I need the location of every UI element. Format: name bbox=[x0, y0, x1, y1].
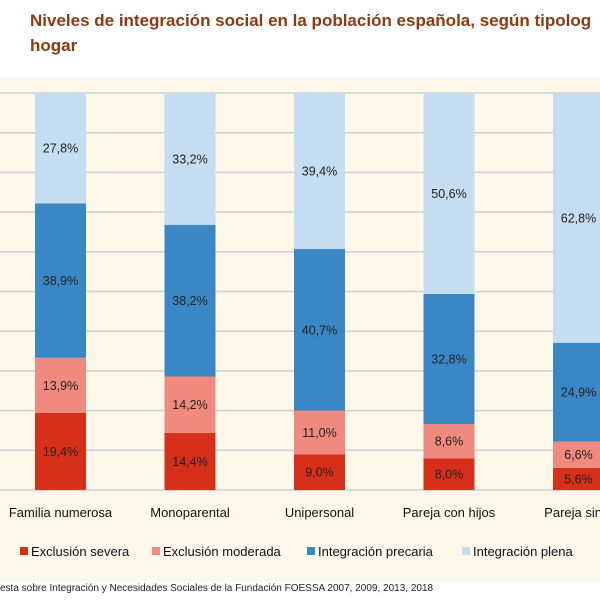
data-label: 9,0% bbox=[305, 466, 334, 480]
bar-segment bbox=[553, 342, 600, 442]
legend: Exclusión severa Exclusión moderada Integr… bbox=[20, 544, 574, 559]
data-label: 40,7% bbox=[302, 323, 337, 337]
bar-segment bbox=[553, 441, 600, 468]
category-label: Monoparental bbox=[150, 505, 230, 520]
bar-segment bbox=[423, 424, 475, 459]
data-label: 6,6% bbox=[564, 448, 593, 462]
data-label: 27,8% bbox=[43, 142, 78, 156]
bar-segment bbox=[164, 93, 216, 225]
bar-segment bbox=[164, 376, 216, 433]
data-label: 11,0% bbox=[302, 426, 337, 440]
category-labels: Familia numerosa Monoparental Unipersonal P… bbox=[9, 505, 600, 520]
data-label: 19,4% bbox=[43, 445, 78, 459]
legend-label: Exclusión moderada bbox=[163, 544, 282, 559]
category-label: Unipersonal bbox=[285, 505, 354, 520]
category-label: Pareja sin h bbox=[544, 505, 600, 520]
bar-segment bbox=[423, 458, 475, 490]
data-label: 50,6% bbox=[431, 187, 466, 201]
legend-item: Integración plena bbox=[462, 544, 574, 559]
bar-segment bbox=[294, 92, 345, 250]
legend-swatch bbox=[462, 547, 470, 555]
bar-segment bbox=[164, 224, 216, 377]
bar-segment bbox=[35, 203, 86, 358]
bar-segment bbox=[294, 410, 345, 455]
data-label: 8,0% bbox=[435, 468, 464, 482]
data-label: 14,2% bbox=[172, 398, 207, 412]
chart-title-line-1: Niveles de integración social en la pobl… bbox=[30, 11, 591, 30]
bar-segment bbox=[294, 454, 345, 490]
data-label: 5,6% bbox=[564, 472, 593, 486]
category-label: Familia numerosa bbox=[9, 505, 113, 520]
bar-segment bbox=[553, 93, 600, 343]
bar-segment bbox=[553, 467, 600, 490]
data-label: 62,8% bbox=[561, 212, 596, 226]
bar-segment bbox=[35, 412, 86, 490]
legend-label: Integración plena bbox=[473, 544, 574, 559]
data-label: 33,2% bbox=[172, 152, 207, 166]
data-label: 38,2% bbox=[172, 294, 207, 308]
data-label: 8,6% bbox=[435, 435, 464, 449]
legend-item: Integración precaria bbox=[307, 544, 434, 559]
bars: 19,4% 13,9% 38,9% 27,8% 14,4% 14,2% 38,2% 33,2%… bbox=[35, 92, 600, 490]
bar-segment bbox=[35, 93, 86, 204]
data-label: 39,4% bbox=[302, 164, 337, 178]
category-label: Pareja con hijos bbox=[403, 505, 496, 520]
legend-swatch bbox=[152, 547, 160, 555]
bar-segment bbox=[164, 432, 216, 490]
legend-swatch bbox=[307, 547, 315, 555]
legend-item: Exclusión moderada bbox=[152, 544, 282, 559]
legend-swatch bbox=[20, 547, 28, 555]
chart-title-line-2: hogar bbox=[30, 36, 78, 55]
data-label: 32,8% bbox=[431, 352, 466, 366]
bar-segment bbox=[294, 249, 345, 411]
source-note: esta sobre Integración y Necesidades Soc… bbox=[0, 583, 434, 594]
bar-segment bbox=[35, 357, 86, 413]
legend-label: Exclusión severa bbox=[31, 544, 130, 559]
data-label: 13,9% bbox=[43, 379, 78, 393]
legend-label: Integración precaria bbox=[318, 544, 434, 559]
legend-item: Exclusión severa bbox=[20, 544, 130, 559]
bar-segment bbox=[423, 93, 475, 294]
data-label: 24,9% bbox=[561, 386, 596, 400]
bar-segment bbox=[423, 293, 475, 425]
data-label: 14,4% bbox=[172, 455, 207, 469]
data-label: 38,9% bbox=[43, 274, 78, 288]
